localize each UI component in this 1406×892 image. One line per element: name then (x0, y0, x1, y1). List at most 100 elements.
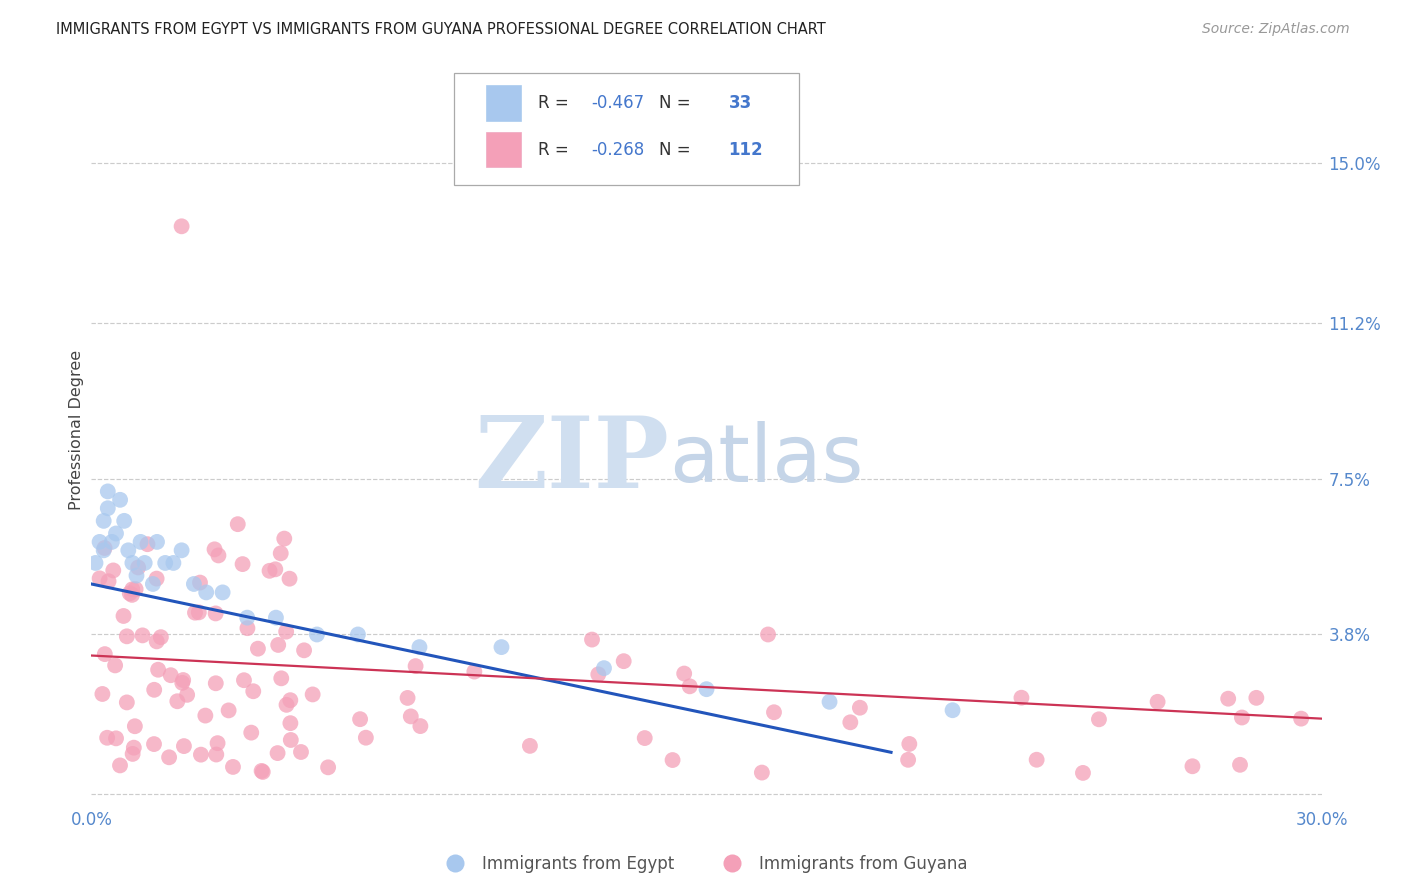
Point (108, 758, 131, 772)
Point (226, 517, 249, 532)
Point (97, 484, 120, 499)
Point (1088, 712, 1111, 726)
Point (218, 703, 240, 717)
Point (145, 634, 167, 648)
Point (91, 687, 114, 701)
Point (818, 695, 841, 709)
Point (143, 682, 166, 697)
Point (751, 765, 773, 780)
Point (305, 627, 328, 641)
Point (762, 705, 785, 719)
Point (491, 640, 513, 654)
Point (405, 659, 427, 673)
Point (166, 694, 188, 708)
Point (613, 654, 636, 668)
Point (205, 747, 228, 762)
Point (292, 643, 315, 657)
Point (1010, 690, 1032, 705)
Point (396, 690, 419, 705)
Point (278, 572, 301, 586)
Text: 112: 112 (728, 141, 763, 159)
Point (264, 610, 287, 624)
Point (122, 740, 145, 755)
Point (593, 661, 616, 675)
Point (125, 568, 148, 582)
Text: 33: 33 (728, 95, 752, 112)
Point (1246, 690, 1268, 705)
Point (207, 549, 229, 563)
Point (409, 719, 432, 733)
Point (290, 745, 312, 759)
Point (897, 753, 920, 767)
Point (839, 715, 862, 730)
Point (259, 564, 281, 578)
Point (634, 731, 657, 745)
Point (127, 560, 149, 574)
Point (211, 585, 233, 599)
Point (89, 535, 111, 549)
Point (519, 739, 541, 753)
Point (118, 586, 141, 600)
Text: R =: R = (538, 141, 568, 159)
Point (112, 514, 135, 528)
Point (301, 688, 323, 702)
Text: Source: ZipAtlas.com: Source: ZipAtlas.com (1202, 22, 1350, 37)
Point (188, 575, 211, 590)
Text: atlas: atlas (669, 421, 863, 500)
Point (93, 543, 115, 558)
Point (252, 764, 274, 779)
Point (679, 679, 702, 693)
Point (204, 676, 226, 690)
Point (170, 219, 193, 234)
Point (97, 574, 120, 589)
Point (204, 542, 226, 557)
Point (233, 673, 256, 688)
Point (112, 609, 135, 624)
Point (96, 731, 118, 745)
Point (121, 747, 143, 761)
Point (588, 667, 610, 681)
Point (187, 606, 209, 620)
Point (240, 725, 263, 739)
Point (142, 577, 165, 591)
Point (264, 562, 287, 576)
Point (124, 719, 146, 733)
Point (97, 501, 120, 516)
Point (194, 708, 217, 723)
Point (242, 684, 264, 698)
Point (1230, 710, 1253, 724)
Point (84, 556, 107, 570)
Point (117, 543, 139, 558)
Point (145, 572, 167, 586)
Point (250, 764, 273, 778)
FancyBboxPatch shape (486, 132, 520, 168)
Point (267, 638, 290, 652)
Text: R =: R = (538, 95, 568, 112)
Text: ZIP: ZIP (475, 412, 669, 508)
Point (131, 628, 153, 642)
Point (93, 514, 115, 528)
Point (115, 629, 138, 643)
Point (347, 627, 370, 641)
Point (195, 585, 218, 599)
Point (273, 532, 295, 546)
Text: -0.467: -0.467 (591, 95, 644, 112)
Point (354, 731, 377, 745)
Point (849, 700, 872, 714)
Point (159, 668, 181, 682)
Point (162, 556, 184, 570)
Point (316, 760, 339, 774)
Point (942, 703, 965, 717)
Point (190, 747, 212, 762)
Point (1289, 712, 1312, 726)
Point (153, 556, 177, 570)
Point (673, 666, 696, 681)
Point (207, 736, 229, 750)
Point (661, 753, 683, 767)
Point (270, 546, 292, 560)
Point (170, 543, 193, 558)
Point (121, 556, 143, 570)
Point (124, 582, 146, 596)
Point (222, 760, 245, 774)
Point (172, 676, 194, 690)
